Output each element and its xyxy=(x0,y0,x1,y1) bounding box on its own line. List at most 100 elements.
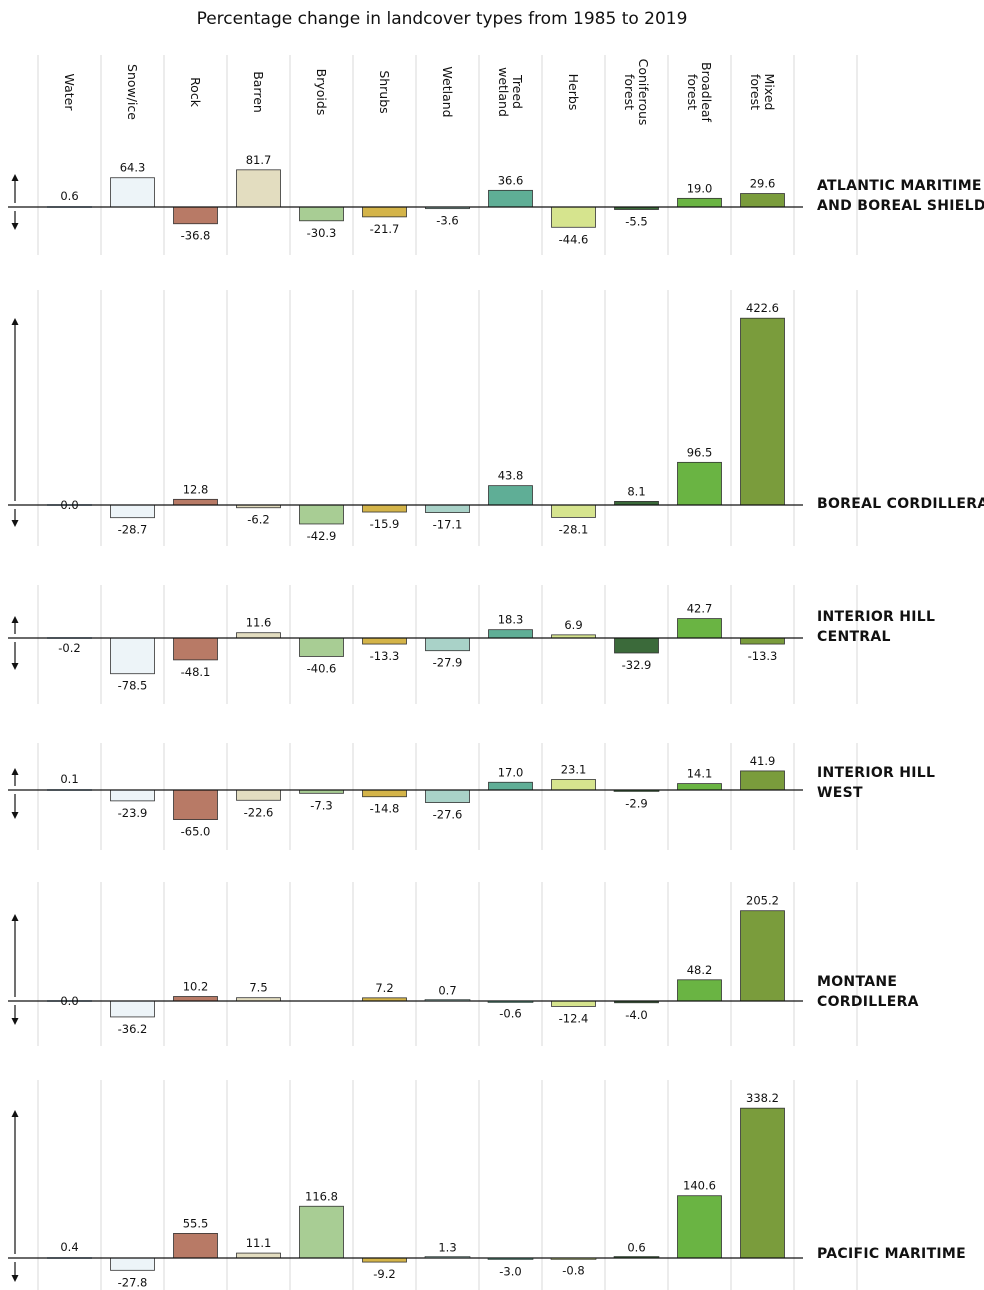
data-label: -0.8 xyxy=(562,1263,584,1277)
data-label: -3.0 xyxy=(499,1264,521,1278)
data-label: -3.6 xyxy=(436,214,458,228)
bar xyxy=(173,996,218,1002)
bar xyxy=(677,618,722,639)
data-label: 0.1 xyxy=(60,772,78,786)
data-label: -5.5 xyxy=(625,215,647,229)
bar xyxy=(173,637,218,661)
data-label: 64.3 xyxy=(120,161,146,175)
up-arrow-head xyxy=(11,616,19,623)
data-label: -40.6 xyxy=(307,661,337,675)
bar xyxy=(110,789,155,802)
data-label: 48.2 xyxy=(687,963,713,977)
data-label: -44.6 xyxy=(559,232,589,246)
bar xyxy=(677,197,722,208)
bar xyxy=(110,1257,155,1271)
data-label: 11.1 xyxy=(246,1236,272,1250)
bar xyxy=(740,637,785,645)
data-label: 29.6 xyxy=(750,177,776,191)
down-arrow-head xyxy=(11,520,19,527)
category-label: Bryoids xyxy=(314,69,329,116)
chart-title: Percentage change in landcover types fro… xyxy=(197,9,688,29)
bar xyxy=(362,789,407,798)
bar xyxy=(236,1252,281,1259)
data-label: -9.2 xyxy=(373,1267,395,1281)
bar xyxy=(551,779,596,791)
data-label: -4.0 xyxy=(625,1008,647,1022)
data-label: 43.8 xyxy=(498,469,524,483)
category-label: Rock xyxy=(188,77,203,108)
bar xyxy=(488,781,533,791)
bar xyxy=(740,317,785,506)
bar xyxy=(299,206,344,222)
data-label: 42.7 xyxy=(687,602,713,616)
data-label: -78.5 xyxy=(118,679,148,693)
bar xyxy=(362,637,407,645)
region-panel: 0.0-36.210.2 7.5 7.2 0.7-0.6 -12.4 -4.048.220… xyxy=(8,894,919,1036)
down-arrow-head xyxy=(11,663,19,670)
category-label: Coniferousforest xyxy=(622,59,651,126)
bar xyxy=(677,783,722,791)
category-labels: Water Snow/ice Rock Barren Bryoids Shrubs Wetl… xyxy=(62,59,777,126)
up-arrow-head xyxy=(11,174,19,181)
bar xyxy=(173,789,218,820)
bar xyxy=(362,1257,407,1263)
data-label: -17.1 xyxy=(433,518,463,532)
bar xyxy=(425,637,470,652)
region-panel: 0.1 -23.9 -65.0 -22.6 -7.3 -14.8 -27.6 17.0 23.1… xyxy=(8,754,935,839)
bar xyxy=(236,632,281,639)
data-label: 422.6 xyxy=(746,301,779,315)
data-label: -14.8 xyxy=(370,802,400,816)
region-label: INTERIOR HILL WEST xyxy=(817,765,935,801)
data-label: 41.9 xyxy=(750,754,776,768)
bar xyxy=(677,1195,722,1259)
category-label: Snow/ice xyxy=(125,64,140,120)
data-label: 14.1 xyxy=(687,767,713,781)
region-label: PACIFIC MARITIME xyxy=(817,1246,966,1262)
data-label: 10.2 xyxy=(183,980,209,994)
data-label: 36.6 xyxy=(498,173,524,187)
bar xyxy=(425,504,470,513)
bar xyxy=(362,504,407,513)
data-label: 338.2 xyxy=(746,1091,779,1105)
data-label: -65.0 xyxy=(181,825,211,839)
category-label: Treedwetland xyxy=(496,67,525,117)
data-label: 0.4 xyxy=(60,1240,78,1254)
data-label: 0.6 xyxy=(60,189,78,203)
data-label: 116.8 xyxy=(305,1189,338,1203)
bar xyxy=(425,789,470,803)
bar xyxy=(236,789,281,801)
data-label: -28.1 xyxy=(559,522,589,536)
data-label: -23.9 xyxy=(118,806,148,820)
data-label: -21.7 xyxy=(370,222,400,236)
down-arrow-head xyxy=(11,223,19,230)
bar xyxy=(236,169,281,208)
data-label: -0.2 xyxy=(58,641,80,655)
bar xyxy=(488,485,533,506)
category-label: Mixedforest xyxy=(748,74,777,111)
down-arrow-head xyxy=(11,1275,19,1282)
bar xyxy=(110,177,155,208)
data-label: -27.6 xyxy=(433,808,463,822)
up-arrow-head xyxy=(11,318,19,325)
data-label: -13.3 xyxy=(370,649,400,663)
bar xyxy=(614,637,659,654)
data-label: -7.3 xyxy=(310,798,332,812)
up-arrow-head xyxy=(11,914,19,921)
bar xyxy=(110,637,155,675)
bar xyxy=(740,193,785,208)
data-label: 1.3 xyxy=(438,1240,456,1254)
data-label: 81.7 xyxy=(246,153,272,167)
grid-lines xyxy=(37,55,858,1290)
bar xyxy=(551,206,596,228)
region-label: INTERIOR HILL CENTRAL xyxy=(817,609,935,645)
region-panel: 0.0-28.712.8-6.2-42.9-15.9 -17.143.8-28.1… xyxy=(8,301,984,543)
category-label: Broadleafforest xyxy=(685,62,714,123)
bar xyxy=(362,206,407,218)
up-arrow-head xyxy=(11,1110,19,1117)
bar xyxy=(173,498,218,506)
data-label: -0.6 xyxy=(499,1006,521,1020)
data-label: 140.6 xyxy=(683,1179,716,1193)
data-label: -12.4 xyxy=(559,1011,589,1025)
data-label: -36.8 xyxy=(181,229,211,243)
down-arrow-head xyxy=(11,812,19,819)
